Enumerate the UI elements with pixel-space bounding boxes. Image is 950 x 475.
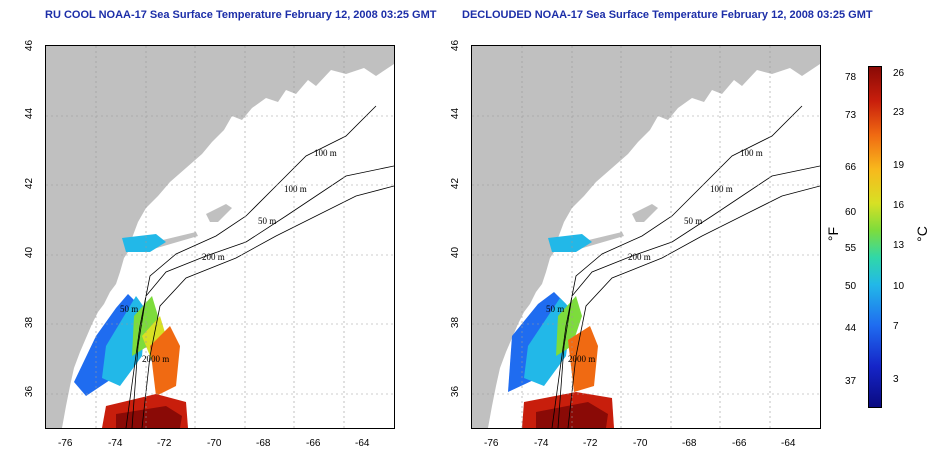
colorbar-c-tick: 3 bbox=[893, 374, 899, 385]
x-tick: -74 bbox=[534, 438, 549, 449]
contour-2000m bbox=[141, 185, 394, 428]
y-tick: 38 bbox=[24, 316, 36, 329]
right-map-title: DECLOUDED NOAA-17 Sea Surface Temperatur… bbox=[462, 9, 873, 21]
contour-label-2: 100 m bbox=[284, 184, 307, 194]
colorbar-c-tick: 26 bbox=[893, 68, 905, 79]
land-mass bbox=[472, 46, 820, 428]
sst-yellow bbox=[142, 316, 166, 366]
y-tick: 44 bbox=[24, 107, 36, 120]
contour-label-1: 100 m bbox=[740, 148, 763, 158]
colorbar-f-tick: 66 bbox=[845, 162, 857, 173]
colorbar-c-tick: 23 bbox=[893, 107, 905, 118]
cape-cod bbox=[206, 204, 232, 222]
left-map-svg: 100 m 100 m 50 m 200 m 50 m 2000 m bbox=[46, 46, 394, 428]
y-tick: 42 bbox=[450, 177, 462, 190]
y-tick: 40 bbox=[24, 246, 36, 259]
x-tick: -66 bbox=[306, 438, 321, 449]
sst-dark-red bbox=[536, 402, 608, 428]
x-tick: -70 bbox=[633, 438, 648, 449]
colorbar-f-tick: 60 bbox=[845, 207, 857, 218]
y-tick: 36 bbox=[24, 385, 36, 398]
contour-label-1: 100 m bbox=[314, 148, 337, 158]
contour-label-6: 2000 m bbox=[142, 354, 169, 364]
colorbar-f-tick: 50 bbox=[845, 281, 857, 292]
colorbar-f-tick: 44 bbox=[845, 323, 857, 334]
temperature-colorbar bbox=[868, 66, 882, 408]
contour-label-4: 200 m bbox=[628, 252, 651, 262]
left-sst-map: 100 m 100 m 50 m 200 m 50 m 2000 m bbox=[45, 45, 395, 429]
colorbar-c-tick: 7 bbox=[893, 321, 899, 332]
colorbar-c-tick: 10 bbox=[893, 281, 905, 292]
x-tick: -74 bbox=[108, 438, 123, 449]
sst-ny-bight bbox=[548, 234, 592, 252]
grid-lines bbox=[46, 46, 394, 428]
sst-orange bbox=[568, 326, 598, 392]
x-tick: -66 bbox=[732, 438, 747, 449]
colorbar-c-tick: 13 bbox=[893, 240, 905, 251]
contour-label-5: 50 m bbox=[546, 304, 564, 314]
y-tick: 40 bbox=[450, 246, 462, 259]
sst-orange bbox=[150, 326, 180, 396]
contour-label-5: 50 m bbox=[120, 304, 138, 314]
contour-label-2: 100 m bbox=[710, 184, 733, 194]
contour-200m bbox=[557, 165, 820, 428]
colorbar-c-tick: 16 bbox=[893, 200, 905, 211]
y-tick: 38 bbox=[450, 316, 462, 329]
sst-ny-bight bbox=[122, 234, 166, 252]
y-tick: 36 bbox=[450, 385, 462, 398]
x-tick: -76 bbox=[484, 438, 499, 449]
sst-green bbox=[556, 296, 582, 356]
contour-label-6: 2000 m bbox=[568, 354, 595, 364]
unit-fahrenheit: °F bbox=[825, 226, 842, 242]
colorbar-f-tick: 55 bbox=[845, 243, 857, 254]
land-mass bbox=[46, 46, 394, 428]
right-map-svg: 100 m 100 m 50 m 200 m 50 m 2000 m bbox=[472, 46, 820, 428]
contour-100m bbox=[125, 105, 377, 428]
cape-cod bbox=[632, 204, 658, 222]
grid-lines bbox=[472, 46, 820, 428]
right-sst-map: 100 m 100 m 50 m 200 m 50 m 2000 m bbox=[471, 45, 821, 429]
y-tick: 46 bbox=[24, 39, 36, 52]
contour-100m bbox=[551, 105, 803, 428]
x-tick: -72 bbox=[157, 438, 172, 449]
x-tick: -72 bbox=[583, 438, 598, 449]
contour-label-3: 50 m bbox=[258, 216, 276, 226]
colorbar-c-tick: 19 bbox=[893, 160, 905, 171]
x-tick: -70 bbox=[207, 438, 222, 449]
unit-celsius: °C bbox=[913, 226, 930, 242]
contour-200m bbox=[131, 165, 394, 428]
y-tick: 44 bbox=[450, 107, 462, 120]
colorbar-f-tick: 78 bbox=[845, 72, 857, 83]
x-tick: -64 bbox=[355, 438, 370, 449]
y-tick: 42 bbox=[24, 177, 36, 190]
colorbar-f-tick: 73 bbox=[845, 110, 857, 121]
contour-label-4: 200 m bbox=[202, 252, 225, 262]
left-map-title: RU COOL NOAA-17 Sea Surface Temperature … bbox=[45, 9, 437, 21]
contour-2000m bbox=[567, 185, 820, 428]
colorbar-f-tick: 37 bbox=[845, 376, 857, 387]
contour-label-3: 50 m bbox=[684, 216, 702, 226]
x-tick: -68 bbox=[682, 438, 697, 449]
x-tick: -68 bbox=[256, 438, 271, 449]
y-tick: 46 bbox=[450, 39, 462, 52]
x-tick: -64 bbox=[781, 438, 796, 449]
x-tick: -76 bbox=[58, 438, 73, 449]
